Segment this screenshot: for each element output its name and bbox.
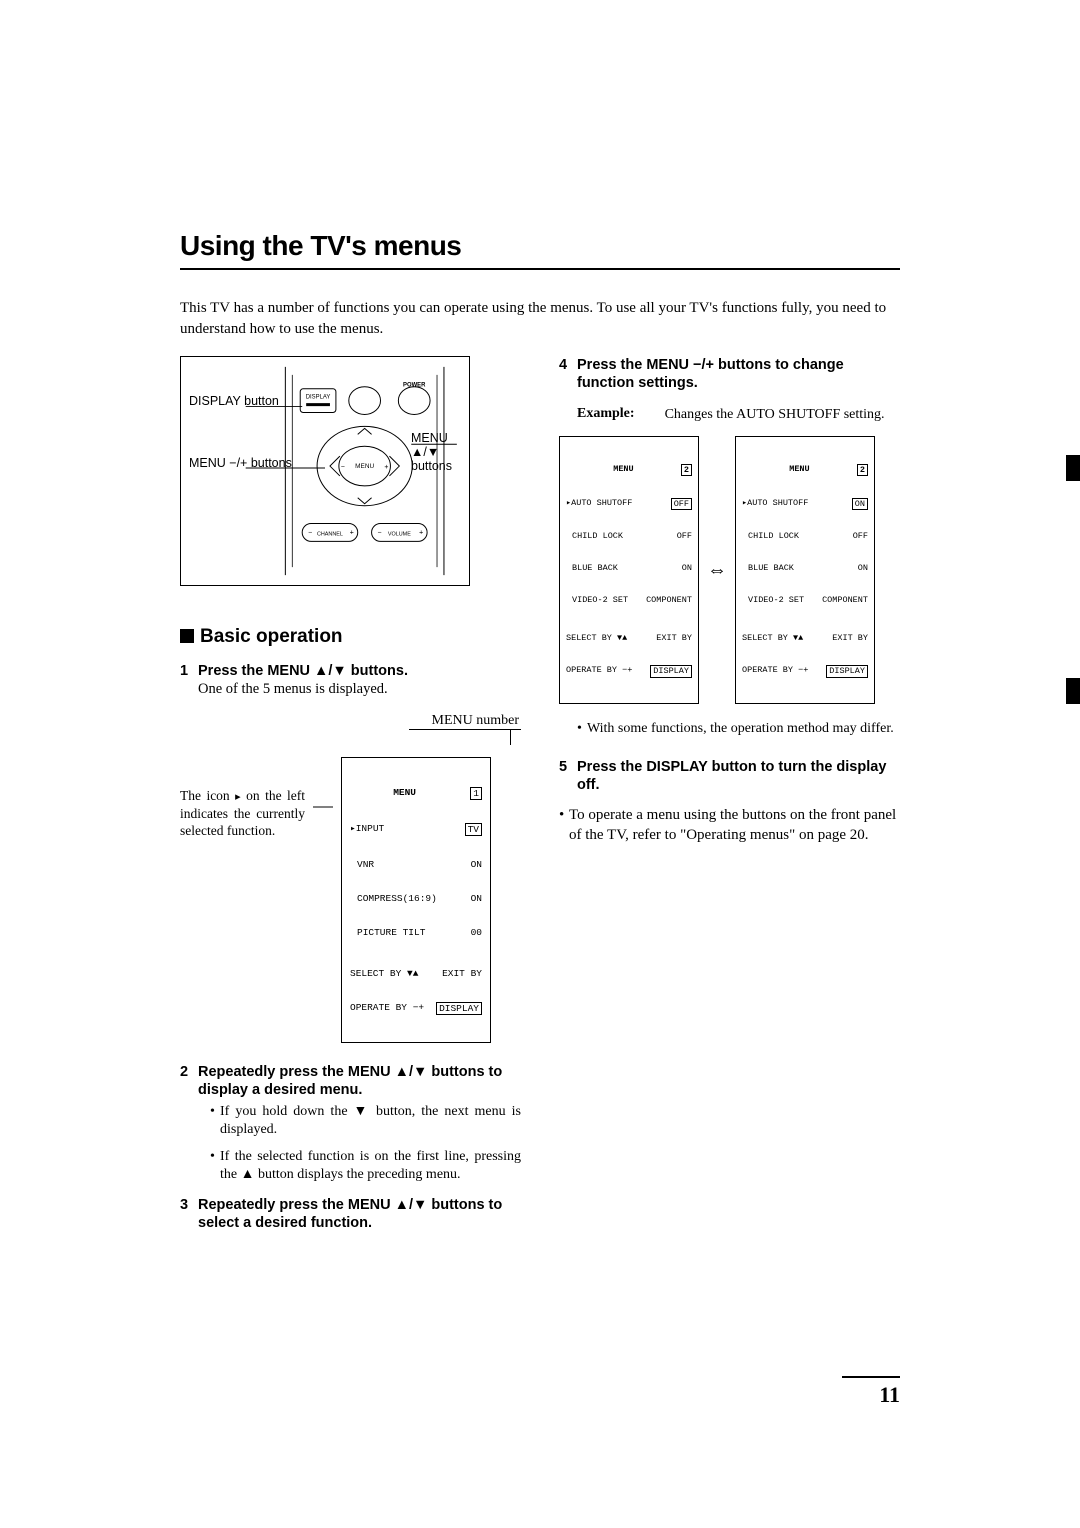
remote-label-menu-ud: MENU ▲/▼ buttons	[411, 431, 452, 473]
intro-text: This TV has a number of functions you ca…	[180, 298, 900, 340]
menu-number-rule	[180, 729, 521, 747]
svg-text:+: +	[419, 529, 423, 536]
svg-text:−: −	[308, 529, 312, 536]
step-2-b2: If the selected function is on the first…	[220, 1148, 521, 1184]
step-2-b1: If you hold down the ▼ button, the next …	[220, 1103, 521, 1139]
osd-menu-2b: MENU2 ▸AUTO SHUTOFFON CHILD LOCKOFF BLUE…	[735, 436, 875, 703]
final-bullet: To operate a menu using the buttons on t…	[569, 806, 900, 845]
svg-text:−: −	[341, 464, 345, 471]
step-3-head: Repeatedly press the MENU ▲/▼ buttons to…	[198, 1196, 521, 1232]
svg-text:−: −	[378, 529, 382, 536]
svg-text:POWER: POWER	[403, 383, 426, 389]
step-2-head: Repeatedly press the MENU ▲/▼ buttons to…	[198, 1063, 521, 1099]
remote-label-display: DISPLAY button	[189, 394, 279, 408]
menu-illustration: The icon ▸ on the left indicates the cur…	[180, 757, 521, 1043]
svg-text:+: +	[350, 529, 354, 536]
section-heading: Basic operation	[180, 626, 521, 648]
svg-text:MENU: MENU	[355, 463, 374, 470]
osd-menu-2a: MENU2 ▸AUTO SHUTOFFOFF CHILD LOCKOFF BLU…	[559, 436, 699, 703]
step-4-head: Press the MENU −/+ buttons to change fun…	[577, 356, 900, 392]
left-column: DISPLAY POWER MENU − + CHANNEL VOLUME −	[180, 356, 521, 1244]
example-label: Example:	[577, 406, 635, 422]
svg-text:CHANNEL: CHANNEL	[317, 531, 343, 537]
page-number-rule	[842, 1376, 900, 1378]
step-2: 2 Repeatedly press the MENU ▲/▼ buttons …	[180, 1063, 521, 1184]
step-4: 4 Press the MENU −/+ buttons to change f…	[559, 356, 900, 738]
page-number: 11	[879, 1382, 900, 1408]
remote-label-menu-pm: MENU −/+ buttons	[189, 456, 292, 470]
illus-left-a: The icon	[180, 788, 235, 803]
step-1-body: One of the 5 menus is displayed.	[180, 680, 521, 699]
step-5: 5 Press the DISPLAY button to turn the d…	[559, 758, 900, 794]
changes-label: Changes the AUTO SHUTOFF setting.	[665, 406, 885, 424]
svg-text:DISPLAY: DISPLAY	[306, 395, 331, 401]
step-5-head: Press the DISPLAY button to turn the dis…	[577, 758, 900, 794]
edge-tab-1	[1066, 455, 1080, 481]
osd-menu-1: MENU1 ▸INPUTTV VNRON COMPRESS(16:9)ON PI…	[341, 757, 491, 1043]
step-1-head: Press the MENU ▲/▼ buttons.	[198, 662, 408, 680]
svg-text:VOLUME: VOLUME	[388, 531, 411, 537]
step-4-note: With some functions, the operation metho…	[587, 720, 894, 738]
menu-number-label: MENU number	[432, 713, 520, 728]
connector-line	[313, 797, 333, 887]
edge-tab-2	[1066, 678, 1080, 704]
right-column: 4 Press the MENU −/+ buttons to change f…	[559, 356, 900, 1244]
svg-text:+: +	[384, 464, 388, 471]
step-1: 1 Press the MENU ▲/▼ buttons. One of the…	[180, 662, 521, 699]
double-arrow-icon: ⇔	[707, 559, 727, 582]
square-bullet-icon	[180, 629, 194, 643]
page-title: Using the TV's menus	[180, 230, 900, 270]
remote-diagram: DISPLAY POWER MENU − + CHANNEL VOLUME −	[180, 356, 470, 586]
step-3: 3 Repeatedly press the MENU ▲/▼ buttons …	[180, 1196, 521, 1232]
